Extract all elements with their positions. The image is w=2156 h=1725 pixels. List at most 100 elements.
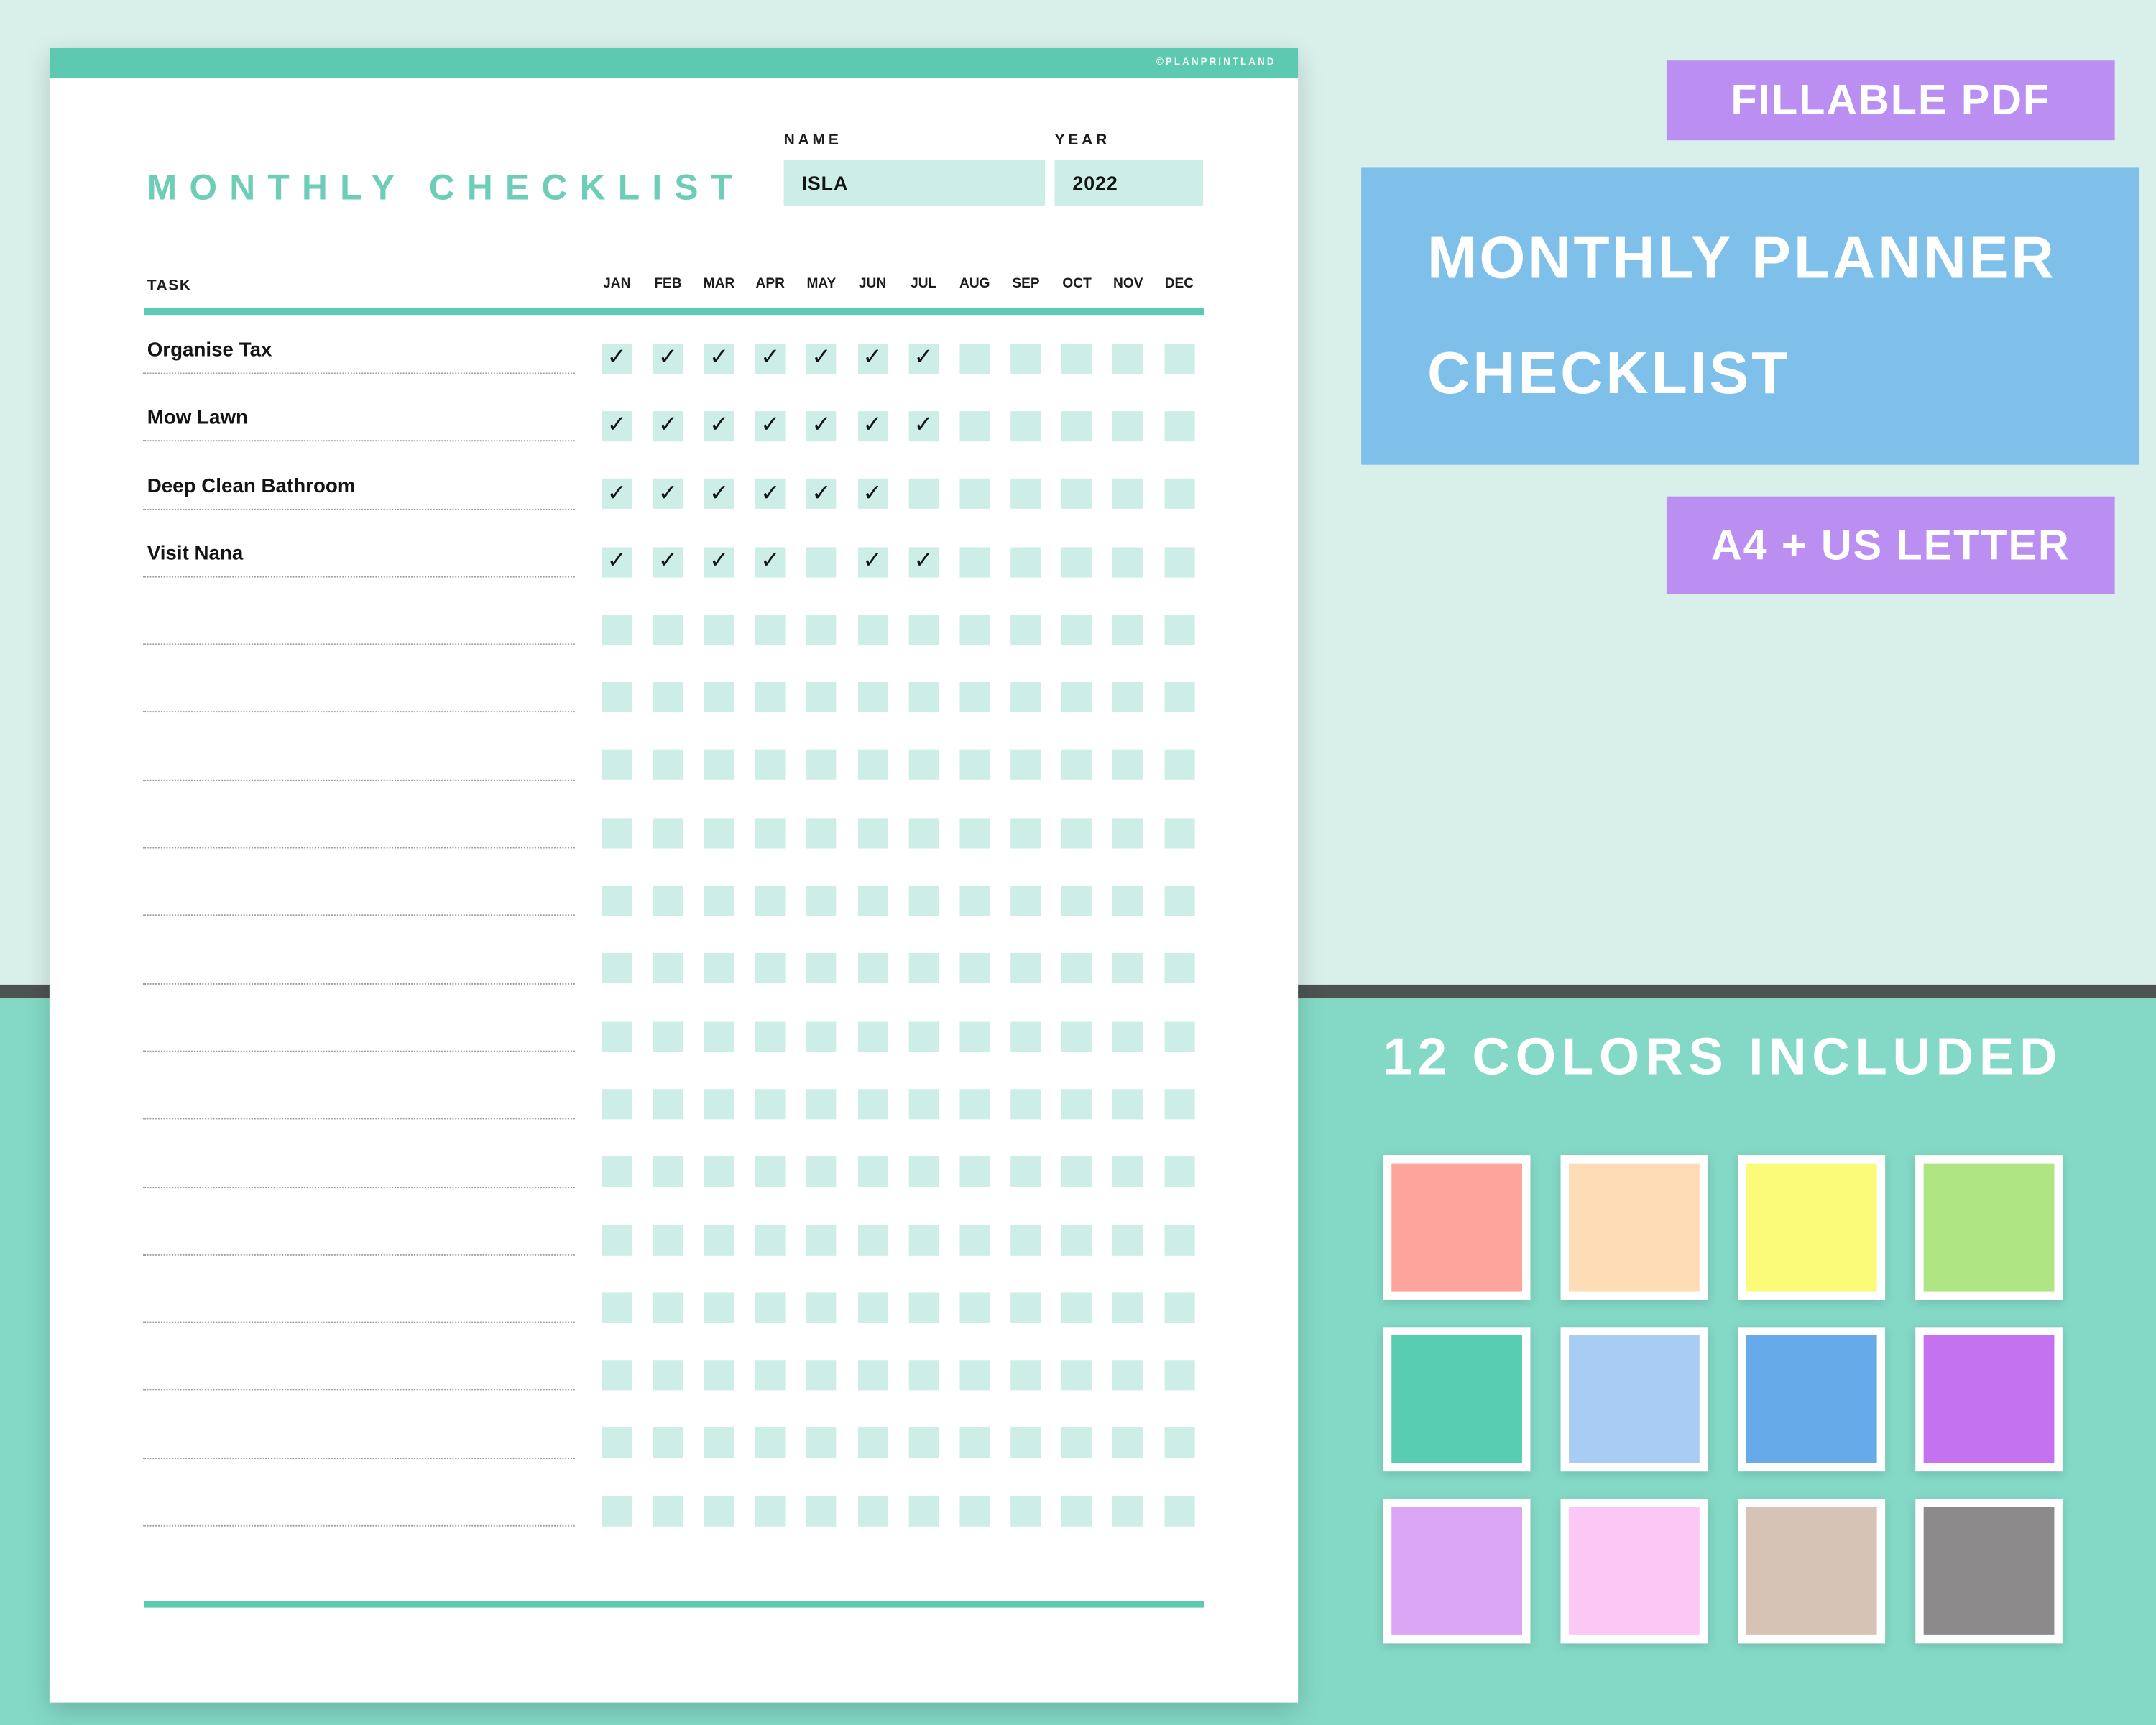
task-name-line[interactable]: Deep Clean Bathroom xyxy=(142,467,575,510)
month-checkbox[interactable] xyxy=(755,817,786,848)
month-checkbox[interactable] xyxy=(1010,1156,1041,1187)
month-checkbox[interactable] xyxy=(806,1292,837,1323)
task-name-line[interactable] xyxy=(142,806,575,849)
month-checkbox[interactable]: ✓ xyxy=(602,410,632,442)
month-checkbox[interactable] xyxy=(1010,343,1041,374)
month-checkbox[interactable] xyxy=(704,1496,734,1527)
month-checkbox[interactable] xyxy=(1010,479,1041,510)
task-name-line[interactable] xyxy=(142,671,575,714)
month-checkbox[interactable] xyxy=(1061,817,1092,848)
month-checkbox[interactable] xyxy=(806,546,837,577)
month-checkbox[interactable] xyxy=(602,1224,632,1255)
month-checkbox[interactable] xyxy=(908,1224,939,1255)
month-checkbox[interactable] xyxy=(857,1292,888,1323)
month-checkbox[interactable] xyxy=(806,682,837,713)
month-checkbox[interactable] xyxy=(1164,1427,1194,1458)
month-checkbox[interactable] xyxy=(959,1224,990,1255)
month-checkbox[interactable] xyxy=(1112,1021,1143,1052)
month-checkbox[interactable]: ✓ xyxy=(806,343,837,374)
month-checkbox[interactable] xyxy=(602,1089,632,1120)
month-checkbox[interactable] xyxy=(857,817,888,848)
month-checkbox[interactable] xyxy=(1164,1292,1194,1323)
month-checkbox[interactable] xyxy=(755,1021,786,1052)
month-checkbox[interactable] xyxy=(1164,886,1194,916)
month-checkbox[interactable]: ✓ xyxy=(755,343,786,374)
month-checkbox[interactable]: ✓ xyxy=(806,479,837,510)
month-checkbox[interactable] xyxy=(857,1021,888,1052)
month-checkbox[interactable] xyxy=(704,1021,734,1052)
month-checkbox[interactable] xyxy=(755,750,786,781)
month-checkbox[interactable] xyxy=(755,682,786,713)
month-checkbox[interactable] xyxy=(755,1156,786,1187)
month-checkbox[interactable] xyxy=(1010,1496,1041,1527)
month-checkbox[interactable] xyxy=(704,1292,734,1323)
month-checkbox[interactable] xyxy=(755,1089,786,1120)
month-checkbox[interactable] xyxy=(1061,1496,1092,1527)
month-checkbox[interactable] xyxy=(1164,953,1194,984)
month-checkbox[interactable] xyxy=(1061,750,1092,781)
month-checkbox[interactable] xyxy=(1112,479,1143,510)
month-checkbox[interactable] xyxy=(959,479,990,510)
month-checkbox[interactable] xyxy=(908,682,939,713)
month-checkbox[interactable]: ✓ xyxy=(908,410,939,442)
month-checkbox[interactable] xyxy=(1112,750,1143,781)
month-checkbox[interactable] xyxy=(653,750,683,781)
month-checkbox[interactable] xyxy=(1010,1360,1041,1391)
month-checkbox[interactable] xyxy=(806,953,837,984)
month-checkbox[interactable] xyxy=(704,1360,734,1391)
month-checkbox[interactable] xyxy=(1010,1224,1041,1255)
month-checkbox[interactable]: ✓ xyxy=(857,479,888,510)
task-name-line[interactable]: Visit Nana xyxy=(142,535,575,578)
task-name-line[interactable] xyxy=(142,738,575,781)
month-checkbox[interactable] xyxy=(653,886,683,916)
month-checkbox[interactable] xyxy=(1112,682,1143,713)
month-checkbox[interactable] xyxy=(806,1427,837,1458)
month-checkbox[interactable]: ✓ xyxy=(908,343,939,374)
month-checkbox[interactable] xyxy=(857,1089,888,1120)
month-checkbox[interactable] xyxy=(602,886,632,916)
month-checkbox[interactable] xyxy=(959,343,990,374)
month-checkbox[interactable] xyxy=(1164,1224,1194,1255)
month-checkbox[interactable] xyxy=(806,817,837,848)
task-name-line[interactable] xyxy=(142,1484,575,1527)
month-checkbox[interactable] xyxy=(1010,410,1041,442)
month-checkbox[interactable]: ✓ xyxy=(653,343,683,374)
month-checkbox[interactable] xyxy=(1164,410,1194,442)
month-checkbox[interactable] xyxy=(857,1496,888,1527)
month-checkbox[interactable]: ✓ xyxy=(704,343,734,374)
month-checkbox[interactable] xyxy=(1010,1021,1041,1052)
month-checkbox[interactable] xyxy=(1010,1089,1041,1120)
month-checkbox[interactable] xyxy=(1112,817,1143,848)
month-checkbox[interactable] xyxy=(1061,479,1092,510)
month-checkbox[interactable] xyxy=(755,1496,786,1527)
month-checkbox[interactable] xyxy=(908,817,939,848)
month-checkbox[interactable] xyxy=(1010,817,1041,848)
month-checkbox[interactable] xyxy=(653,1427,683,1458)
month-checkbox[interactable] xyxy=(1010,546,1041,577)
month-checkbox[interactable] xyxy=(653,1089,683,1120)
month-checkbox[interactable] xyxy=(1164,479,1194,510)
month-checkbox[interactable] xyxy=(1061,1292,1092,1323)
month-checkbox[interactable] xyxy=(908,1156,939,1187)
task-name-line[interactable] xyxy=(142,1145,575,1188)
name-input[interactable]: ISLA xyxy=(783,159,1046,206)
month-checkbox[interactable] xyxy=(602,1427,632,1458)
month-checkbox[interactable] xyxy=(959,886,990,916)
month-checkbox[interactable] xyxy=(602,953,632,984)
month-checkbox[interactable]: ✓ xyxy=(908,546,939,577)
month-checkbox[interactable] xyxy=(704,817,734,848)
month-checkbox[interactable] xyxy=(908,886,939,916)
month-checkbox[interactable]: ✓ xyxy=(806,410,837,442)
month-checkbox[interactable] xyxy=(908,1089,939,1120)
month-checkbox[interactable] xyxy=(704,682,734,713)
month-checkbox[interactable] xyxy=(1061,682,1092,713)
month-checkbox[interactable] xyxy=(806,1224,837,1255)
month-checkbox[interactable] xyxy=(959,1089,990,1120)
month-checkbox[interactable] xyxy=(1061,1224,1092,1255)
month-checkbox[interactable] xyxy=(602,817,632,848)
month-checkbox[interactable] xyxy=(959,750,990,781)
month-checkbox[interactable] xyxy=(1112,343,1143,374)
month-checkbox[interactable] xyxy=(1010,1292,1041,1323)
task-name-line[interactable]: Organise Tax xyxy=(142,331,575,374)
month-checkbox[interactable] xyxy=(1010,682,1041,713)
